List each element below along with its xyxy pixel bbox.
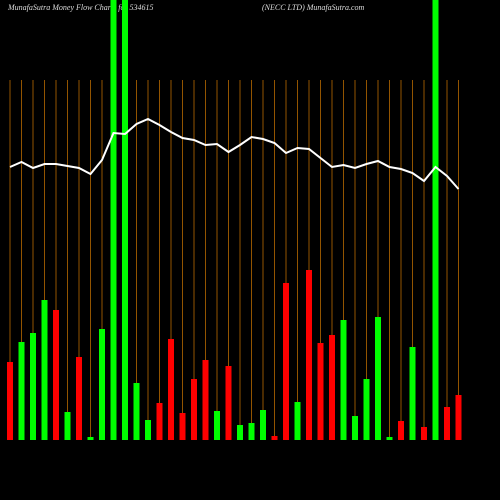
bar (444, 407, 450, 440)
bar (352, 416, 358, 440)
bar (455, 395, 462, 440)
bar (30, 333, 36, 440)
bar (214, 411, 220, 440)
bar (191, 379, 197, 440)
bar (260, 410, 266, 440)
bar (156, 403, 163, 440)
bar (421, 427, 427, 440)
bar (110, 0, 117, 440)
bar (317, 343, 324, 440)
bar (18, 342, 25, 440)
bar (271, 436, 278, 440)
bar (248, 423, 255, 440)
bar (237, 425, 243, 440)
bar (133, 383, 140, 440)
bar (329, 335, 335, 440)
bar (409, 347, 416, 440)
bar (87, 437, 94, 440)
bar (53, 310, 59, 440)
bar (294, 402, 301, 440)
bar (202, 360, 209, 440)
bar (363, 379, 370, 440)
bar (283, 283, 289, 440)
chart-subtitle: (NECC LTD) MunafaSutra.com (262, 3, 365, 12)
bar (99, 329, 105, 440)
bar (41, 300, 48, 440)
bar (76, 357, 82, 440)
bar (64, 412, 71, 440)
bar (122, 0, 128, 440)
bar (145, 420, 151, 440)
chart-title: MunafaSutra Money Flow Charts for 534615 (7, 3, 154, 12)
bar (432, 0, 439, 440)
bar (375, 317, 381, 440)
bar (168, 339, 174, 440)
bar (398, 421, 404, 440)
bar (386, 437, 393, 440)
bar (225, 366, 232, 440)
bar (306, 270, 312, 440)
bar (340, 320, 347, 440)
bar (179, 413, 186, 440)
line (9, 117, 460, 190)
bar (7, 362, 13, 440)
